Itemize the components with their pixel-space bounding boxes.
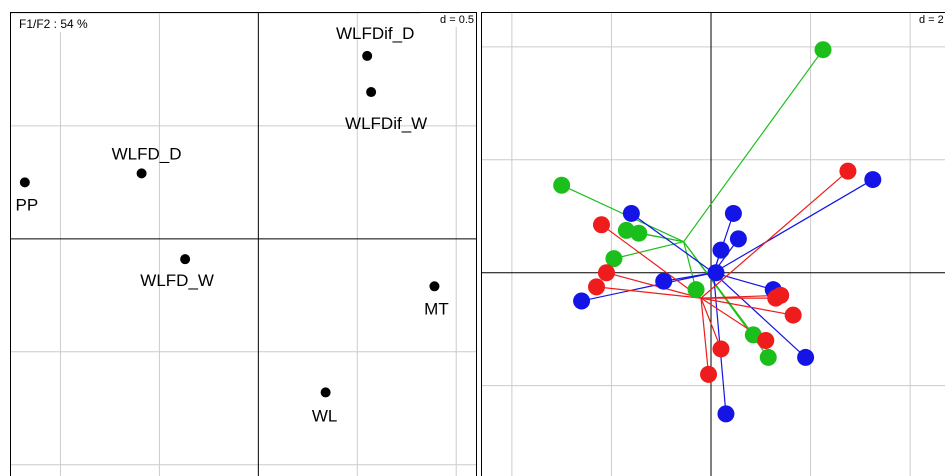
green-individual-point <box>630 224 648 242</box>
variable-marker <box>136 168 147 179</box>
variable-marker <box>362 50 373 61</box>
blue-star-line <box>713 272 807 358</box>
green-individual-point <box>814 41 832 59</box>
red-star-line <box>700 298 710 375</box>
variable-marker <box>320 387 331 398</box>
chart-title: F1/F2 : 54 % <box>19 17 88 31</box>
variable-point: PP <box>16 177 39 214</box>
blue-individual-point <box>724 204 742 222</box>
variable-point: WLFDif_W <box>345 87 427 133</box>
blue-star-line <box>581 272 714 302</box>
green-star-line <box>561 184 684 243</box>
variables-grid <box>11 12 476 476</box>
blue-individual-point <box>712 241 730 259</box>
blue-individual-point <box>864 171 882 189</box>
variables-axes <box>11 13 476 476</box>
variable-point: WL <box>312 387 338 425</box>
variable-point: MT <box>424 281 449 318</box>
scale-label-right-background <box>912 13 945 26</box>
red-individual-point <box>767 289 785 307</box>
blue-individual-point <box>707 264 725 282</box>
scale-label-left-background <box>420 13 476 27</box>
variable-label: WLFD_D <box>112 144 182 163</box>
variable-marker <box>366 87 377 98</box>
red-individual-point <box>757 331 775 349</box>
green-individual-point <box>759 348 777 366</box>
green-star-line <box>683 49 824 243</box>
red-individual-point <box>597 264 615 282</box>
variable-marker <box>19 177 30 188</box>
variable-marker <box>180 254 191 265</box>
red-star-line <box>700 170 849 299</box>
variable-label: WLFD_W <box>140 271 214 290</box>
green-individual-point <box>553 176 571 194</box>
variable-point: WLFD_D <box>112 144 182 179</box>
variable-label: WL <box>312 406 338 425</box>
variable-label: WLFDif_W <box>345 114 427 133</box>
individuals-grid <box>482 13 945 476</box>
green-individual-point <box>687 281 705 299</box>
green-individual-point <box>605 250 623 268</box>
red-star-line <box>700 297 722 350</box>
blue-individual-point <box>655 272 673 290</box>
variables-panel-background <box>0 0 478 476</box>
red-star-line <box>601 224 702 299</box>
title-background <box>16 14 106 32</box>
blue-star-line <box>713 179 874 274</box>
red-individual-point <box>592 216 610 234</box>
red-individual-point <box>839 162 857 180</box>
variables-frame <box>10 12 477 476</box>
scale-label-left: d = 0.5 <box>440 14 474 26</box>
blue-individual-point <box>717 405 735 423</box>
red-star-line <box>596 286 702 299</box>
blue-individual-point <box>729 230 747 248</box>
blue-star-line <box>631 212 714 274</box>
red-individual-point <box>712 340 730 358</box>
variable-label: MT <box>424 299 449 318</box>
variables-panel: WLFDif_D WLFDif_W WLFD_D PP WLFD_W MT WL F1/F2… <box>0 0 478 476</box>
scale-label-right: d = 2 <box>919 14 944 26</box>
red-star-line <box>700 297 794 316</box>
variable-point: WLFDif_D <box>336 24 414 61</box>
variable-label: WLFDif_D <box>336 24 414 43</box>
red-individual-point <box>784 306 802 324</box>
red-star-line <box>606 272 702 299</box>
red-individual-point <box>588 278 606 296</box>
blue-individual-point <box>573 292 591 310</box>
red-individual-point <box>700 365 718 383</box>
individuals-panel-background <box>480 0 945 476</box>
blue-individual-point <box>797 348 815 366</box>
individuals-panel: d = 2 <box>480 0 945 476</box>
variable-label: PP <box>16 195 39 214</box>
variable-point: WLFD_W <box>140 254 214 290</box>
variables-points: WLFDif_D WLFDif_W WLFD_D PP WLFD_W MT WL <box>16 24 449 426</box>
star-points <box>553 41 882 423</box>
blue-individual-point <box>622 204 640 222</box>
green-star-line <box>613 241 684 260</box>
variable-marker <box>429 281 440 292</box>
